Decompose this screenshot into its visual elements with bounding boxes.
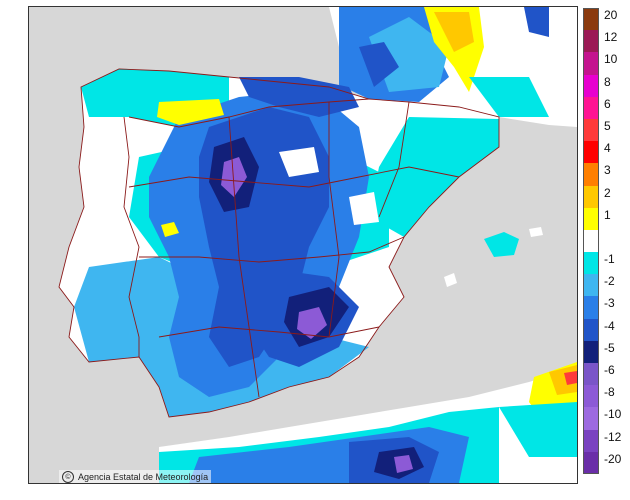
ibiza bbox=[444, 273, 457, 287]
legend-swatch bbox=[583, 118, 599, 142]
legend-swatch bbox=[583, 385, 599, 408]
legend-label: 10 bbox=[604, 52, 618, 67]
north-africa-purple bbox=[394, 455, 413, 473]
legend-swatch bbox=[583, 207, 599, 231]
purple-core-south bbox=[297, 307, 327, 339]
legend-swatch bbox=[583, 451, 599, 475]
region-border-4 bbox=[158, 326, 380, 338]
legend-swatch bbox=[583, 30, 599, 53]
east-white-patch bbox=[349, 192, 379, 225]
legend-label: -1 bbox=[604, 252, 615, 267]
copyright-icon: © bbox=[62, 471, 74, 483]
legend-swatch bbox=[583, 185, 599, 209]
region-border-6 bbox=[328, 102, 340, 338]
legend-label: 8 bbox=[604, 74, 611, 89]
legend-label: 5 bbox=[604, 118, 611, 133]
south-france-cyan bbox=[469, 77, 549, 117]
credit-text: Agencia Estatal de Meteorología bbox=[78, 472, 209, 482]
france-dark-zone bbox=[359, 42, 399, 87]
legend-swatch bbox=[583, 163, 599, 187]
legend-label: -12 bbox=[604, 429, 622, 444]
legend-label: -5 bbox=[604, 340, 615, 355]
legend-label: 4 bbox=[604, 141, 611, 156]
north-africa-red bbox=[564, 371, 577, 385]
map-canvas bbox=[29, 7, 577, 483]
legend-swatch bbox=[583, 96, 599, 120]
legend-swatch bbox=[583, 74, 599, 98]
legend-swatch bbox=[583, 407, 599, 431]
legend-label: 2 bbox=[604, 185, 611, 200]
france-orange-zone bbox=[434, 12, 474, 52]
legend-swatch bbox=[583, 141, 599, 164]
coastline bbox=[58, 68, 500, 418]
legend-label: 6 bbox=[604, 96, 611, 111]
region-border-5 bbox=[228, 116, 260, 398]
color-legend: 20 12 10 8 6 5 4 3 2 1 -1 -2 -3 -4 -5 -6 -8 -10 -12 -20 bbox=[583, 8, 629, 476]
legend-swatch bbox=[583, 274, 599, 297]
region-border-1 bbox=[128, 98, 370, 128]
legend-swatch bbox=[583, 252, 599, 275]
map-credit: © Agencia Estatal de Meteorología bbox=[59, 470, 212, 483]
center-white-patch bbox=[279, 147, 319, 177]
legend-swatch bbox=[583, 318, 599, 342]
legend-label: -3 bbox=[604, 296, 615, 311]
mallorca bbox=[484, 232, 519, 257]
legend-swatch bbox=[583, 229, 599, 253]
legend-swatch bbox=[583, 8, 599, 31]
cyan-bottom-right bbox=[499, 402, 577, 457]
region-border-7 bbox=[378, 101, 410, 218]
menorca bbox=[529, 227, 543, 237]
west-yellow-patch bbox=[161, 222, 179, 237]
region-border-3 bbox=[139, 236, 405, 263]
alps-blue-zone bbox=[524, 7, 549, 37]
legend-swatch bbox=[583, 340, 599, 364]
legend-label: -6 bbox=[604, 363, 615, 378]
legend-swatch bbox=[583, 52, 599, 76]
legend-swatch bbox=[583, 296, 599, 320]
legend-swatch bbox=[583, 429, 599, 453]
north-yellow-patch bbox=[157, 99, 224, 125]
portugal-border bbox=[123, 116, 140, 357]
legend-label: 12 bbox=[604, 30, 618, 45]
legend-label: -8 bbox=[604, 385, 615, 400]
legend-label: 3 bbox=[604, 163, 611, 178]
legend-swatch bbox=[583, 363, 599, 386]
purple-core-north bbox=[221, 157, 247, 197]
region-border-2 bbox=[128, 166, 460, 188]
watermark: aemet bbox=[559, 465, 577, 480]
legend-label: -4 bbox=[604, 318, 615, 333]
legend-label: -20 bbox=[604, 451, 622, 466]
east-cyan bbox=[369, 117, 499, 237]
legend-label: -10 bbox=[604, 407, 622, 422]
legend-label: -2 bbox=[604, 274, 615, 289]
anomaly-map: © Agencia Estatal de Meteorología aemet bbox=[28, 6, 578, 484]
admin-borders bbox=[58, 68, 500, 418]
legend-label: 1 bbox=[604, 207, 611, 222]
legend-label: 20 bbox=[604, 8, 618, 22]
